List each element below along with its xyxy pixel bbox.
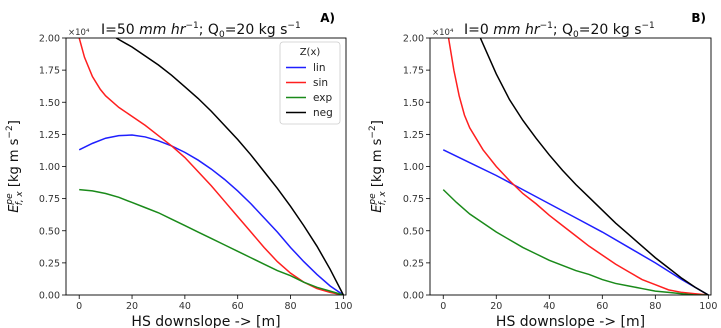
- y-tick-label: 1.25: [39, 130, 60, 141]
- panel-label: A): [320, 11, 335, 25]
- axes-frame: [429, 37, 712, 296]
- x-tick-label: 60: [596, 301, 608, 312]
- y-tick-label: 0.75: [39, 194, 60, 205]
- panel-label: B): [691, 11, 706, 25]
- x-tick-label: 0: [440, 301, 446, 312]
- x-axis-label: HS downslope -> [m]: [496, 314, 645, 328]
- panel-b: 0 20 40 60 80 100 0.00 0.25 0.50 0.75 1.00 1.25 1.50…: [368, 11, 717, 328]
- legend-label-lin: lin: [313, 62, 326, 74]
- chart-title: I=50 mm hr−1; Q0=20 kg s−1: [101, 21, 301, 40]
- series-line-sin: [447, 38, 709, 295]
- x-tick-label: 80: [649, 301, 661, 312]
- series-line-lin: [442, 149, 709, 295]
- y-tick-label: 0.50: [39, 226, 60, 237]
- y-tick-label: 0.50: [403, 226, 424, 237]
- y-tick-label: 0.00: [39, 291, 60, 302]
- y-axis-label: Epef, x [kg m s−2]: [368, 120, 388, 213]
- y-tick-label: 1.25: [403, 130, 424, 141]
- y-multiplier: ×10⁴: [68, 28, 90, 38]
- x-tick-label: 40: [179, 301, 191, 312]
- y-tick-label: 0.25: [403, 258, 424, 269]
- y-tick-label: 0.75: [403, 194, 424, 205]
- y-axis-label: Epef, x [kg m s−2]: [5, 120, 25, 213]
- y-tick-label: 1.75: [39, 66, 60, 77]
- y-multiplier: ×10⁴: [432, 28, 454, 38]
- y-tick-label: 2.00: [403, 34, 424, 45]
- legend: Z(x) lin sin exp neg: [279, 41, 341, 125]
- x-tick-label: 80: [284, 301, 296, 312]
- x-tick-label: 40: [543, 301, 555, 312]
- legend-label-exp: exp: [313, 92, 332, 104]
- y-tick-label: 1.00: [39, 162, 60, 173]
- legend-title: Z(x): [300, 47, 321, 58]
- y-tick-label: 1.50: [403, 98, 424, 109]
- series-line-neg: [115, 38, 345, 295]
- y-tick-label: 1.00: [403, 162, 424, 173]
- y-tick-label: 0.00: [403, 291, 424, 302]
- chart-title: I=0 mm hr−1; Q0=20 kg s−1: [464, 21, 655, 40]
- x-tick-label: 60: [232, 301, 244, 312]
- y-tick-label: 1.75: [403, 66, 424, 77]
- legend-box: [279, 41, 341, 125]
- series-line-sin: [78, 38, 344, 295]
- x-tick-label: 20: [126, 301, 138, 312]
- panel-a: 0 20 40 60 80 100 0.00 0.25 0.50 0.75 1.00 1.25 1.50…: [5, 11, 352, 328]
- x-axis-label: HS downslope -> [m]: [131, 314, 280, 328]
- x-tick-label: 100: [334, 301, 352, 312]
- legend-label-neg: neg: [313, 107, 333, 119]
- x-tick-label: 100: [699, 301, 717, 312]
- y-tick-label: 2.00: [39, 34, 60, 45]
- series-line-neg: [479, 38, 709, 295]
- series-line-exp: [79, 188, 344, 295]
- legend-label-sin: sin: [313, 77, 328, 89]
- y-tick-label: 1.50: [39, 98, 60, 109]
- y-tick-label: 0.25: [39, 258, 60, 269]
- x-tick-label: 0: [76, 301, 82, 312]
- series-line-exp: [442, 189, 709, 295]
- series-line-lin: [78, 134, 344, 295]
- x-tick-label: 20: [490, 301, 502, 312]
